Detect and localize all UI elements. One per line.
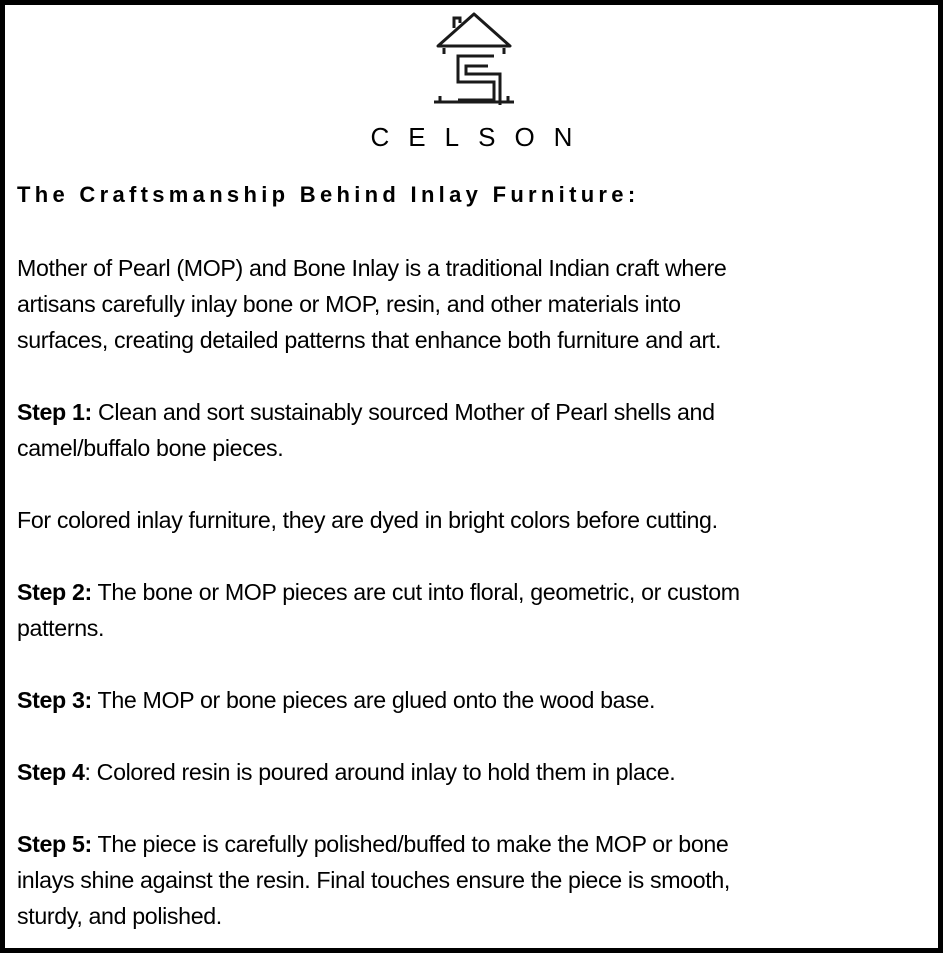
step-text: Clean and sort sustainably sourced Mothe… — [91, 399, 715, 425]
step-label: Step 1: — [17, 399, 92, 425]
step-label: Step 5: — [17, 831, 92, 857]
intro-line: Mother of Pearl (MOP) and Bone Inlay is … — [17, 255, 727, 281]
step-text: camel/buffalo bone pieces. — [17, 435, 284, 461]
brand-name: CELSON — [370, 122, 592, 152]
step-text: The bone or MOP pieces are cut into flor… — [91, 579, 741, 605]
step-text: The MOP or bone pieces are glued onto th… — [91, 687, 656, 713]
step-text: patterns. — [17, 615, 105, 641]
step-label: Step 3: — [17, 687, 92, 713]
step-text: inlays shine against the resin. Final to… — [17, 867, 730, 893]
step-1: Step 1: Clean and sort sustainably sourc… — [17, 394, 715, 466]
intro-paragraph: Mother of Pearl (MOP) and Bone Inlay is … — [17, 250, 727, 358]
step-4: Step 4: Colored resin is poured around i… — [17, 754, 676, 790]
step-3: Step 3: The MOP or bone pieces are glued… — [17, 682, 655, 718]
step-text: : Colored resin is poured around inlay t… — [84, 759, 676, 785]
intro-line: artisans carefully inlay bone or MOP, re… — [17, 291, 681, 317]
step-2: Step 2: The bone or MOP pieces are cut i… — [17, 574, 740, 646]
house-with-s-icon — [434, 12, 514, 105]
step-label: Step 2: — [17, 579, 92, 605]
color-note: For colored inlay furniture, they are dy… — [17, 502, 718, 538]
step-label: Step 4 — [17, 759, 85, 785]
step-text: sturdy, and polished. — [17, 903, 222, 929]
note-text: For colored inlay furniture, they are dy… — [17, 507, 718, 533]
step-5: Step 5: The piece is carefully polished/… — [17, 826, 730, 934]
page-title: The Craftsmanship Behind Inlay Furniture… — [17, 182, 640, 207]
step-text: The piece is carefully polished/buffed t… — [91, 831, 729, 857]
intro-line: surfaces, creating detailed patterns tha… — [17, 327, 722, 353]
